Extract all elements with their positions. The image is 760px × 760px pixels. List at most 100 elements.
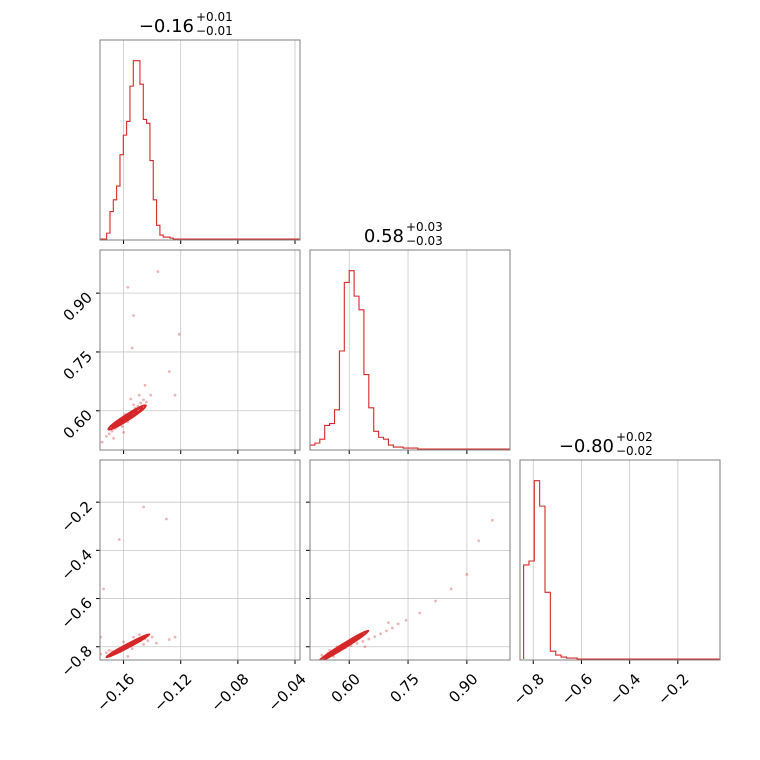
sample-point bbox=[102, 587, 105, 591]
sample-point bbox=[122, 640, 125, 644]
sample-point bbox=[404, 618, 408, 622]
sample-point bbox=[363, 645, 367, 649]
panel-frame bbox=[99, 459, 301, 661]
sample-point bbox=[173, 393, 177, 397]
y-tick-label: 0.90 bbox=[60, 288, 96, 324]
scatter-panel bbox=[317, 518, 494, 660]
sample-point bbox=[137, 393, 141, 397]
sample-point bbox=[126, 285, 130, 289]
sample-point bbox=[100, 440, 104, 444]
histogram-2 bbox=[309, 270, 510, 450]
x-tick-label: −0.12 bbox=[150, 670, 195, 715]
sample-point bbox=[490, 518, 494, 522]
y-tick-label: 0.75 bbox=[60, 347, 96, 383]
x-tick-label: −0.6 bbox=[558, 670, 596, 708]
sample-point bbox=[85, 392, 88, 395]
sample-point bbox=[137, 633, 141, 637]
histogram-3 bbox=[523, 480, 720, 660]
x-tick-label: −0.04 bbox=[265, 670, 310, 715]
sample-point bbox=[126, 654, 130, 658]
sample-point bbox=[122, 430, 125, 434]
sample-point bbox=[155, 641, 158, 645]
sample-point bbox=[418, 611, 422, 615]
param-title-1: −0.16 bbox=[139, 16, 194, 37]
x-tick-label: 0.60 bbox=[328, 670, 364, 706]
sample-point bbox=[142, 642, 145, 646]
param-title-plus: +0.02 bbox=[616, 430, 653, 444]
sample-point bbox=[320, 653, 324, 657]
x-tick-label: −0.8 bbox=[510, 670, 548, 708]
param-title-2: 0.58 bbox=[364, 226, 404, 247]
sample-point bbox=[167, 638, 171, 641]
sample-point bbox=[105, 651, 108, 655]
histogram-1 bbox=[100, 60, 300, 240]
sample-point bbox=[139, 401, 143, 405]
sample-point bbox=[105, 434, 108, 438]
param-title-minus: −0.03 bbox=[406, 234, 443, 248]
sample-point bbox=[361, 640, 365, 643]
sample-point bbox=[149, 393, 153, 397]
sample-point bbox=[96, 441, 99, 444]
contour-level bbox=[118, 413, 134, 425]
panel-frame bbox=[519, 459, 721, 661]
y-tick-label: −0.4 bbox=[58, 546, 96, 584]
sample-point bbox=[146, 639, 150, 643]
sample-point bbox=[130, 346, 134, 350]
sample-point bbox=[385, 629, 388, 633]
x-tick-label: −0.08 bbox=[207, 670, 252, 715]
sample-point bbox=[143, 383, 147, 387]
sample-point bbox=[373, 635, 377, 639]
sample-point bbox=[142, 398, 145, 402]
sample-point bbox=[110, 429, 114, 433]
panel-frame bbox=[99, 249, 301, 451]
y-tick-label: −0.8 bbox=[58, 642, 96, 680]
sample-point bbox=[477, 539, 481, 543]
sample-point bbox=[117, 538, 121, 541]
sample-point bbox=[387, 621, 390, 625]
sample-point bbox=[177, 332, 181, 336]
sample-point bbox=[132, 314, 135, 317]
sample-point bbox=[355, 641, 359, 645]
x-tick-label: −0.4 bbox=[606, 670, 644, 708]
sample-point bbox=[367, 637, 371, 641]
param-title-plus: +0.01 bbox=[196, 10, 233, 24]
sample-point bbox=[165, 517, 168, 521]
sample-point bbox=[112, 436, 115, 440]
y-tick-label: −0.2 bbox=[58, 497, 96, 535]
sample-point bbox=[129, 397, 133, 401]
x-tick-label: 0.90 bbox=[445, 670, 481, 706]
panel-frame bbox=[309, 459, 511, 661]
sample-point bbox=[156, 270, 160, 273]
sample-point bbox=[96, 566, 99, 569]
x-tick-label: −0.16 bbox=[93, 670, 138, 715]
sample-point bbox=[85, 326, 88, 329]
sample-point bbox=[120, 425, 124, 428]
sample-point bbox=[100, 652, 103, 656]
scatter-panel bbox=[96, 505, 177, 659]
sample-point bbox=[132, 403, 135, 407]
sample-point bbox=[142, 505, 145, 509]
y-tick-label: −0.6 bbox=[58, 594, 96, 632]
sample-point bbox=[379, 632, 382, 636]
sample-point bbox=[396, 622, 400, 626]
sample-point bbox=[107, 432, 111, 436]
y-tick-label: 0.60 bbox=[60, 406, 96, 442]
sample-point bbox=[449, 587, 453, 591]
sample-point bbox=[150, 635, 154, 639]
panel-frame bbox=[99, 39, 301, 241]
sample-point bbox=[100, 635, 103, 639]
x-tick-label: 0.75 bbox=[386, 670, 422, 706]
contour-level bbox=[332, 641, 352, 654]
param-title-3: −0.80 bbox=[559, 436, 614, 457]
scatter-panel bbox=[85, 270, 181, 444]
param-title-minus: −0.02 bbox=[616, 444, 653, 458]
x-tick-label: −0.2 bbox=[654, 670, 692, 708]
sample-point bbox=[132, 635, 135, 639]
sample-point bbox=[434, 599, 437, 603]
sample-point bbox=[145, 400, 148, 404]
sample-point bbox=[130, 647, 134, 651]
sample-point bbox=[107, 648, 111, 652]
param-title-minus: −0.01 bbox=[196, 24, 233, 38]
sample-point bbox=[465, 573, 469, 576]
